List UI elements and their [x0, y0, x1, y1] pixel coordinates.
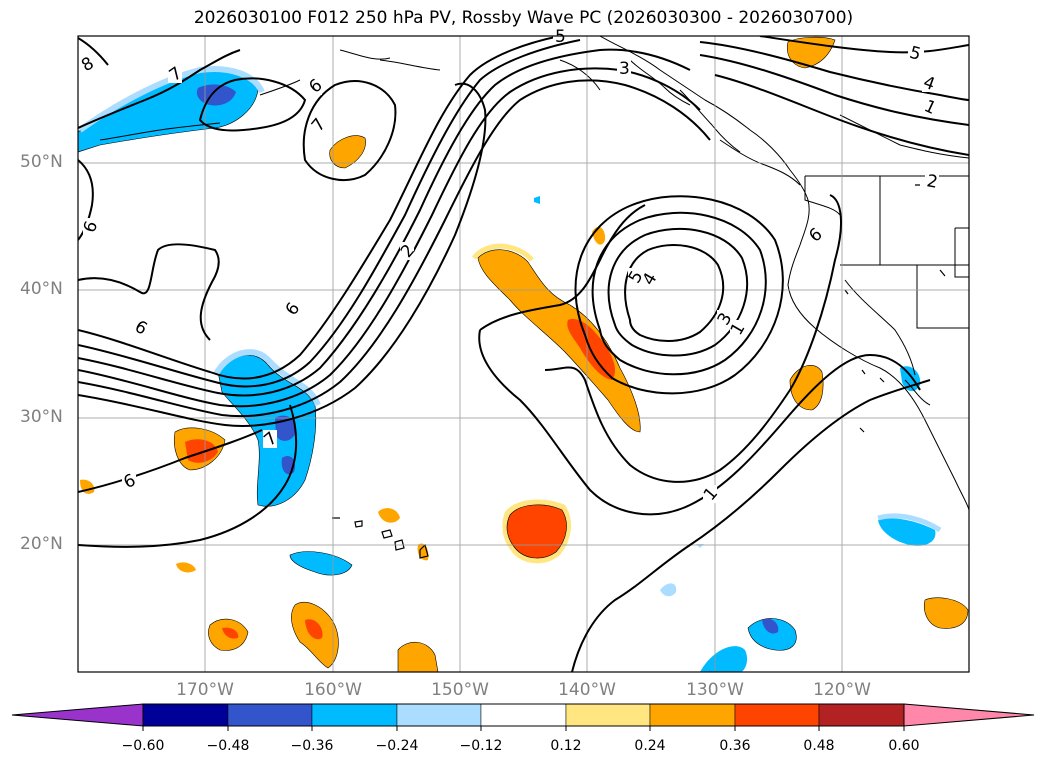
contour-label: 3: [619, 59, 630, 79]
gridlines: [78, 36, 969, 672]
colorbar-tick-label: −0.48: [206, 738, 250, 754]
colorbar-tick-label: −0.12: [459, 738, 503, 754]
colorbar-tick-label: 0.60: [888, 738, 920, 754]
pv-shading: [78, 36, 969, 672]
lat-label-40n: 40°N: [20, 279, 63, 299]
colorbar-tick-label: −0.24: [375, 738, 419, 754]
contour-labels: 8 7 6 7 6 5 3 2 6 5 4 1 2 6 5 4 3 1 1: [78, 27, 939, 505]
contour-label: 5: [907, 43, 923, 65]
negative-anomaly-south: [289, 551, 353, 576]
coastlines: [99, 36, 969, 511]
lon-label-150w: 150°W: [431, 680, 489, 700]
colorbar-tick-label: 0.24: [634, 738, 666, 754]
lat-label-20n: 20°N: [20, 534, 63, 554]
pv-contours: [78, 36, 969, 672]
negative-core-aleutian: [196, 84, 236, 106]
colorbar-tick-label: −0.36: [290, 738, 334, 754]
lon-label-160w: 160°W: [304, 680, 362, 700]
lat-label-30n: 30°N: [20, 407, 63, 427]
contour-label: 5: [555, 27, 566, 47]
positive-anomaly-ridge: [477, 249, 641, 433]
lon-label-120w: 120°W: [813, 680, 871, 700]
colorbar-tick-label: −0.60: [121, 738, 165, 754]
colorbar-tick-label: 0.12: [550, 738, 582, 754]
colorbar-tick-label: 0.36: [719, 738, 751, 754]
lon-label-140w: 140°W: [558, 680, 616, 700]
colorbar: [11, 703, 1035, 731]
lat-label-50n: 50°N: [20, 152, 63, 172]
lon-label-130w: 130°W: [686, 680, 744, 700]
map-title: 2026030100 F012 250 hPa PV, Rossby Wave …: [193, 8, 854, 28]
map-frame: [77, 35, 970, 673]
colorbar-tick-label: 0.48: [803, 738, 835, 754]
contour-label: 2: [925, 171, 939, 193]
lon-label-170w: 170°W: [176, 680, 234, 700]
